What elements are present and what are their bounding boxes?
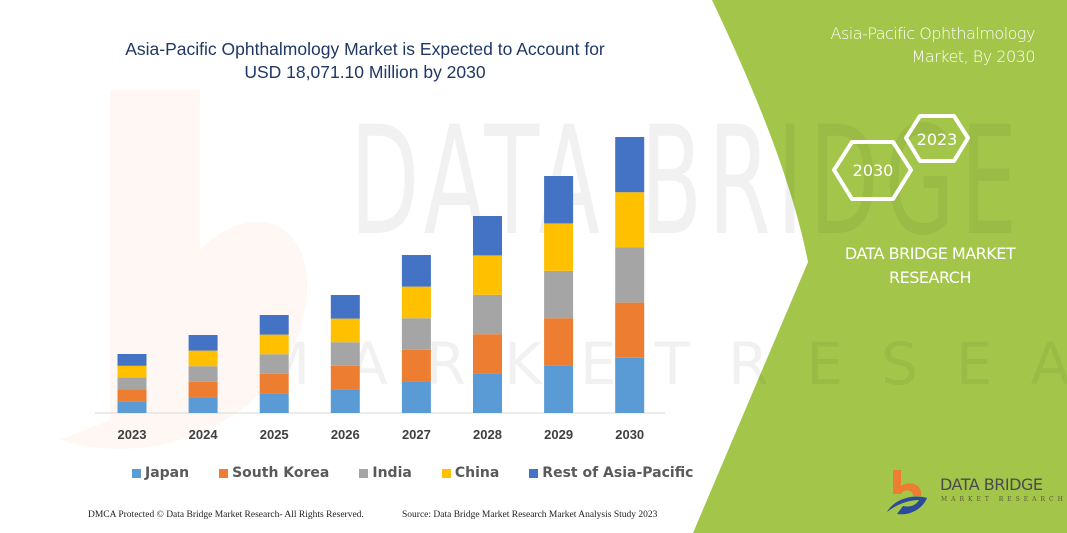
- bar-2023-china: [117, 365, 147, 378]
- bar-2030-rest-of-asia-pacific: [615, 137, 645, 193]
- legend-label: China: [454, 465, 500, 481]
- brand-line1: DATA BRIDGE MARKET: [844, 244, 1016, 263]
- brand-text: DATA BRIDGE MARKET RESEARCH: [810, 242, 1050, 290]
- bar-2027-rest-of-asia-pacific: [401, 255, 431, 287]
- bar-2030-china: [615, 192, 645, 248]
- bar-2027-china: [401, 286, 431, 319]
- bar-2025-south-korea: [259, 373, 289, 394]
- legend-swatch: [219, 468, 229, 478]
- legend-item: South Korea: [219, 465, 329, 481]
- legend-label: South Korea: [232, 465, 330, 481]
- side-panel-title: Asia-Pacific Ophthalmology Market, By 20…: [830, 22, 1036, 68]
- x-tick-label: 2028: [473, 427, 502, 442]
- bar-2028-rest-of-asia-pacific: [473, 216, 502, 256]
- bar-2026-japan: [330, 389, 360, 413]
- bar-2023-india: [117, 377, 147, 390]
- legend-label: Japan: [145, 465, 190, 481]
- bar-2030-south-korea: [615, 302, 645, 358]
- chart-title-line1: Asia-Pacific Ophthalmology Market is Exp…: [125, 39, 605, 59]
- bar-2023-rest-of-asia-pacific: [117, 354, 147, 366]
- bar-2026-china: [330, 318, 360, 343]
- bar-2029-rest-of-asia-pacific: [544, 176, 574, 224]
- side-title-line1: Asia-Pacific Ophthalmology: [830, 24, 1036, 43]
- chart-title-line2: USD 18,071.10 Million by 2030: [244, 62, 486, 82]
- bar-2029-japan: [544, 365, 574, 413]
- x-tick-label: 2025: [260, 427, 289, 442]
- x-tick-label: 2024: [189, 427, 219, 442]
- bar-2024-south-korea: [188, 381, 218, 398]
- bar-2030-japan: [615, 357, 645, 413]
- bar-2027-japan: [401, 381, 431, 413]
- bar-2029-china: [544, 223, 574, 271]
- bar-2028-india: [473, 294, 502, 335]
- bar-2028-south-korea: [473, 334, 502, 374]
- bar-2028-japan: [473, 373, 502, 413]
- legend-label: India: [372, 465, 412, 481]
- bar-2027-india: [401, 318, 431, 350]
- legend-item: India: [359, 465, 412, 481]
- bar-chart: 2023 2024 2025 2026 2027 2028 2029 2030: [95, 137, 665, 442]
- bar-2025-japan: [259, 393, 289, 413]
- bars-group: [117, 137, 645, 413]
- legend-swatch: [441, 468, 451, 478]
- data-bridge-logo-icon: [887, 470, 927, 515]
- x-tick-label: 2023: [118, 427, 147, 442]
- bar-2023-south-korea: [117, 389, 147, 402]
- bar-2025-india: [259, 354, 289, 374]
- bar-2023-japan: [117, 401, 147, 413]
- hexagon-2030-label: 2030: [853, 161, 894, 180]
- x-tick-label: 2026: [331, 427, 360, 442]
- bar-2030-india: [615, 247, 645, 303]
- bar-2024-rest-of-asia-pacific: [188, 335, 218, 351]
- chart-title: Asia-Pacific Ophthalmology Market is Exp…: [60, 38, 670, 84]
- x-tick-labels: 2023 2024 2025 2026 2027 2028 2029 2030: [118, 427, 645, 442]
- footer-copyright: DMCA Protected © Data Bridge Market Rese…: [88, 510, 364, 520]
- legend-swatch: [132, 468, 141, 478]
- x-tick-label: 2030: [615, 427, 644, 442]
- bar-2029-south-korea: [544, 318, 574, 366]
- legend-item: China: [441, 465, 500, 481]
- bar-2024-india: [188, 366, 218, 382]
- legend-label: Rest of Asia-Pacific: [542, 465, 694, 481]
- legend-swatch: [529, 468, 539, 478]
- bar-2029-india: [544, 270, 574, 319]
- bar-2024-china: [188, 350, 218, 367]
- bar-2026-rest-of-asia-pacific: [330, 295, 360, 319]
- bar-2027-south-korea: [401, 349, 431, 382]
- bar-2025-china: [259, 334, 289, 355]
- legend: Japan South Korea India China Rest of Asia-P…: [132, 465, 723, 481]
- bar-2025-rest-of-asia-pacific: [259, 315, 289, 335]
- year-hexagons: 2023 2030: [832, 114, 970, 201]
- hexagon-2023-icon: [904, 114, 970, 163]
- bar-2028-china: [473, 255, 502, 295]
- bar-2026-india: [330, 342, 360, 366]
- logo-text: DATA BRIDGE: [940, 475, 1043, 494]
- bar-2024-japan: [188, 397, 218, 413]
- hexagon-2030-icon: [832, 140, 913, 201]
- x-tick-label: 2029: [544, 427, 573, 442]
- side-title-line2: Market, By 2030: [911, 47, 1036, 66]
- legend-swatch: [359, 468, 369, 478]
- green-side-panel: [693, 0, 1067, 533]
- brand-line2: RESEARCH: [889, 268, 971, 287]
- logo-subtext: MARKET RESEARCH: [941, 496, 1067, 503]
- hexagon-2023-label: 2023: [917, 130, 958, 149]
- legend-item: Rest of Asia-Pacific: [529, 465, 693, 481]
- legend-item: Japan: [132, 465, 189, 481]
- bar-2026-south-korea: [330, 365, 360, 390]
- footer-source: Source: Data Bridge Market Research Mark…: [402, 510, 658, 520]
- x-tick-label: 2027: [402, 427, 431, 442]
